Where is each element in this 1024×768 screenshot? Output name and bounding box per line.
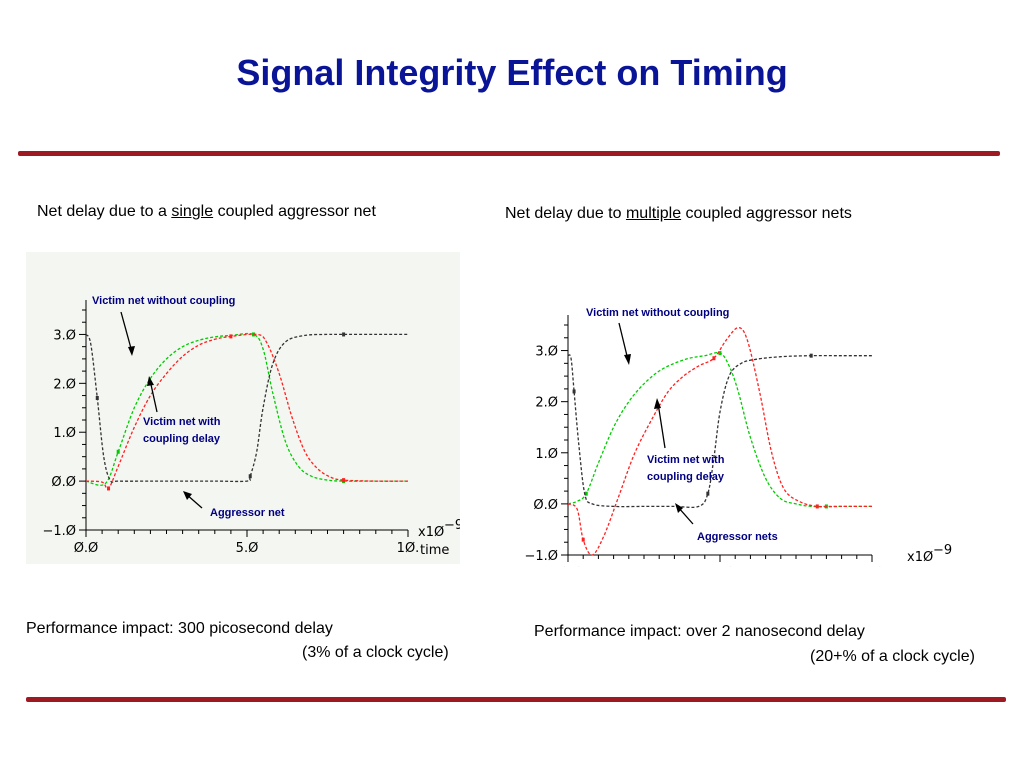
annotation-aggressor: Aggressor net bbox=[210, 507, 285, 519]
left-caption-post: coupled aggressor net bbox=[213, 203, 376, 220]
y-tick-label: 1.Ø bbox=[535, 447, 558, 462]
annotation-victim-coupling-line2: coupling delay bbox=[647, 471, 725, 483]
y-tick-label: −1.Ø bbox=[524, 549, 558, 564]
top-divider bbox=[18, 151, 1000, 156]
x-multiplier: x1Ø bbox=[907, 550, 933, 565]
victim-with-coupling-line bbox=[567, 326, 872, 556]
left-waveform-chart: 3.Ø 2.Ø 1.Ø Ø.Ø −1.Ø Ø.Ø 5.Ø 1Ø.x1Ø −9 time Victi… bbox=[26, 252, 460, 564]
series-marker bbox=[107, 486, 111, 491]
slide-title: Signal Integrity Effect on Timing bbox=[236, 52, 788, 93]
annotation-arrowhead bbox=[654, 398, 661, 409]
x-multiplier-exponent: −9 bbox=[444, 518, 460, 533]
series-marker bbox=[809, 353, 813, 358]
annotation-arrowhead bbox=[128, 346, 135, 356]
y-tick-label: 3.Ø bbox=[535, 345, 558, 360]
x-tick-label: 5.Ø bbox=[709, 566, 732, 567]
series-marker bbox=[251, 332, 255, 337]
x-tick-label: 1Ø bbox=[863, 566, 882, 567]
left-caption-emphasis: single bbox=[171, 203, 214, 220]
series-marker bbox=[229, 334, 233, 339]
annotation-victim-coupling-line1: Victim net with bbox=[647, 454, 725, 466]
x-tick-label: 1Ø. bbox=[397, 541, 420, 556]
bottom-divider bbox=[26, 697, 1006, 702]
series-marker bbox=[706, 491, 710, 496]
annotation-arrowhead bbox=[624, 354, 631, 365]
annotation-arrowhead bbox=[147, 376, 154, 386]
right-caption-pre: Net delay due to bbox=[505, 205, 626, 222]
aggressor-line bbox=[85, 333, 408, 483]
annotation-victim-coupling-line1: Victim net with bbox=[143, 416, 221, 428]
annotation-victim-no-coupling: Victim net without coupling bbox=[92, 295, 235, 307]
series-marker bbox=[718, 351, 722, 356]
annotation-arrow bbox=[618, 322, 629, 361]
right-caption: Net delay due to multiple coupled aggres… bbox=[505, 205, 852, 223]
left-performance-fraction: (3% of a clock cycle) bbox=[302, 644, 449, 661]
series-marker bbox=[95, 396, 99, 400]
left-caption: Net delay due to a single coupled aggres… bbox=[37, 203, 376, 221]
x-multiplier-exponent: −9 bbox=[933, 543, 952, 558]
right-waveform-chart: 3.Ø 2.Ø 1.Ø Ø.Ø −1.Ø Ø.Ø 5.Ø 1Ø x1Ø−9 Victim net… bbox=[512, 275, 960, 567]
series-marker bbox=[584, 491, 588, 496]
y-tick-label: 3.Ø bbox=[53, 328, 76, 343]
y-tick-label: 1.Ø bbox=[53, 426, 76, 441]
series-marker bbox=[712, 356, 716, 361]
y-tick-label: 2.Ø bbox=[535, 396, 558, 411]
y-tick-label: −1.Ø bbox=[42, 524, 76, 539]
left-performance-impact: Performance impact: 300 picosecond delay bbox=[26, 620, 333, 637]
right-caption-post: coupled aggressor nets bbox=[681, 205, 852, 222]
series-marker bbox=[342, 478, 346, 483]
annotation-arrow bbox=[657, 402, 666, 449]
y-tick-label: Ø.Ø bbox=[51, 475, 76, 490]
y-tick-label: 2.Ø bbox=[53, 377, 76, 392]
x-tick-label: Ø.Ø bbox=[74, 541, 99, 556]
x-tick-label: Ø.Ø bbox=[556, 566, 581, 567]
series-marker bbox=[581, 537, 585, 542]
left-caption-pre: Net delay due to a bbox=[37, 203, 172, 220]
chart-background bbox=[512, 275, 960, 567]
series-marker bbox=[248, 474, 252, 479]
series-marker bbox=[572, 389, 576, 394]
y-tick-label: Ø.Ø bbox=[533, 498, 558, 513]
series-marker bbox=[815, 504, 819, 509]
annotation-victim-no-coupling: Victim net without coupling bbox=[586, 307, 729, 319]
victim-no-coupling-line bbox=[85, 332, 408, 486]
series-marker bbox=[116, 449, 120, 454]
x-multiplier: x1Ø bbox=[418, 525, 444, 540]
x-axis-label: time bbox=[420, 543, 449, 558]
annotation-victim-coupling-line2: coupling delay bbox=[143, 433, 221, 445]
annotation-arrowhead bbox=[183, 491, 192, 500]
right-performance-fraction: (20+% of a clock cycle) bbox=[810, 648, 975, 665]
right-performance-impact: Performance impact: over 2 nanosecond de… bbox=[534, 623, 865, 640]
annotation-arrow bbox=[120, 311, 133, 353]
annotation-aggressor: Aggressor nets bbox=[697, 531, 778, 543]
right-caption-emphasis: multiple bbox=[625, 205, 682, 222]
x-tick-label: 5.Ø bbox=[236, 541, 259, 556]
series-marker bbox=[342, 332, 346, 337]
annotation-arrowhead bbox=[675, 503, 683, 513]
